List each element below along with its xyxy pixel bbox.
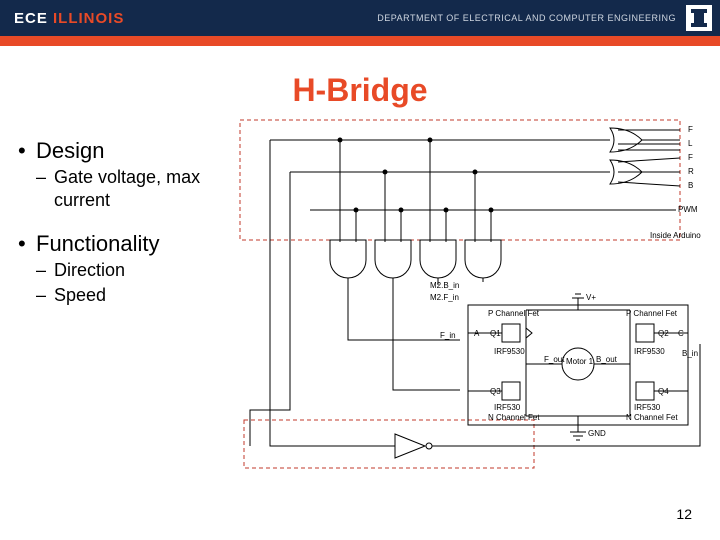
part-q3: IRF530 <box>494 403 521 412</box>
not-gate <box>395 434 432 458</box>
pwm-label: PWM <box>678 205 698 214</box>
bus-drops <box>338 138 493 242</box>
part-q4: IRF530 <box>634 403 661 412</box>
bullet-direction: Direction <box>18 259 238 282</box>
nfet-left: N Channel Fet <box>488 413 540 422</box>
page-number: 12 <box>676 506 692 522</box>
in-label-3: R <box>688 167 694 176</box>
brand-ece: ECE <box>14 10 48 27</box>
bullet-speed: Speed <box>18 284 238 307</box>
brand-logo: ECE ILLINOIS <box>0 10 124 27</box>
m2f-label: M2.F_in <box>430 293 459 302</box>
in-label-1: L <box>688 139 693 148</box>
bin-label: B_in <box>682 349 698 358</box>
bullet-design: Design <box>18 138 238 164</box>
bout-label: B_out <box>596 355 618 364</box>
fet-q1 <box>502 324 532 342</box>
header-bar: ECE ILLINOIS DEPARTMENT OF ELECTRICAL AN… <box>0 0 720 36</box>
arduino-label: Inside Arduino <box>650 231 701 240</box>
fin-label: F_in <box>440 331 456 340</box>
motor-label: Motor 1 <box>566 357 594 366</box>
fet-q2 <box>630 324 654 342</box>
or-gate-1 <box>610 128 680 152</box>
bullet-functionality: Functionality <box>18 231 238 257</box>
bullet-content: Design Gate voltage, max current Functio… <box>18 130 238 308</box>
or-gate-2 <box>610 158 680 186</box>
pfet-right: P Channel Fet <box>626 309 678 318</box>
part-q1: IRF9530 <box>494 347 525 356</box>
hbridge-diagram: Inside Arduino F L F R B PWM <box>230 110 710 480</box>
gnd-label: GND <box>588 429 606 438</box>
fet-q4 <box>630 382 654 400</box>
vplus-label: V+ <box>586 293 596 302</box>
in-label-2: F <box>688 153 693 162</box>
bullet-gate-voltage: Gate voltage, max current <box>18 166 238 211</box>
nfet-right: N Channel Fet <box>626 413 678 422</box>
orange-accent-bar <box>0 36 720 46</box>
slide-title: H-Bridge <box>0 72 720 109</box>
in-label-4: B <box>688 181 693 190</box>
fet-q3 <box>502 382 526 400</box>
and-outputs <box>348 278 483 295</box>
and-gate-row <box>330 240 501 278</box>
dept-text: DEPARTMENT OF ELECTRICAL AND COMPUTER EN… <box>377 13 676 23</box>
fout-label: F_out <box>544 355 565 364</box>
in-label-0: F <box>688 125 693 134</box>
part-q2: IRF9530 <box>634 347 665 356</box>
m2b-label: M2.B_in <box>430 281 459 290</box>
illinois-i-icon <box>686 5 712 31</box>
brand-illinois: ILLINOIS <box>48 10 125 27</box>
